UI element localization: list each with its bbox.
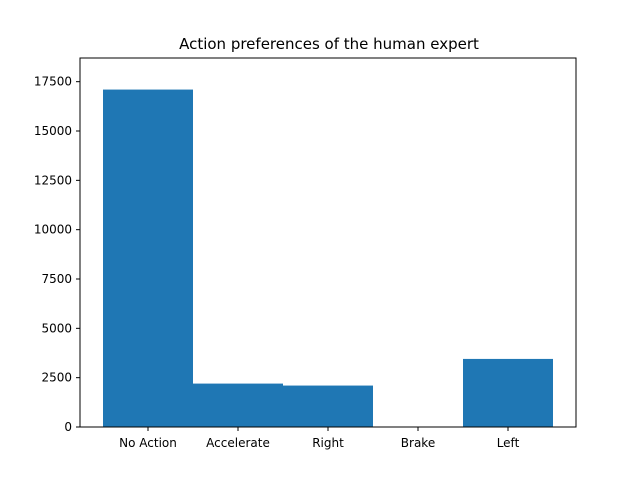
y-axis: 0 2500 5000 7500 10000 12500 15000 17500 [34,75,80,434]
y-tick-label: 10000 [34,223,72,237]
bars-group [103,89,553,427]
x-tick-label: Brake [401,436,435,450]
y-tick-label: 12500 [34,173,72,187]
x-axis: No Action Accelerate Right Brake Left [119,427,520,450]
chart-title: Action preferences of the human expert [179,35,479,53]
x-tick-label: Right [312,436,344,450]
y-tick-label: 7500 [41,272,72,286]
bar-right [283,385,373,427]
y-tick-label: 0 [64,420,72,434]
bar-left [463,358,553,427]
plot-frame [79,57,577,428]
y-tick-label: 5000 [41,321,72,335]
y-tick-label: 15000 [34,124,72,138]
y-tick-label: 17500 [34,75,72,89]
x-tick-label: Left [497,436,520,450]
x-tick-label: Accelerate [206,436,270,450]
bar-no-action [103,89,193,427]
y-tick-label: 2500 [41,371,72,385]
x-tick-label: No Action [119,436,177,450]
bar-accelerate [193,383,283,427]
